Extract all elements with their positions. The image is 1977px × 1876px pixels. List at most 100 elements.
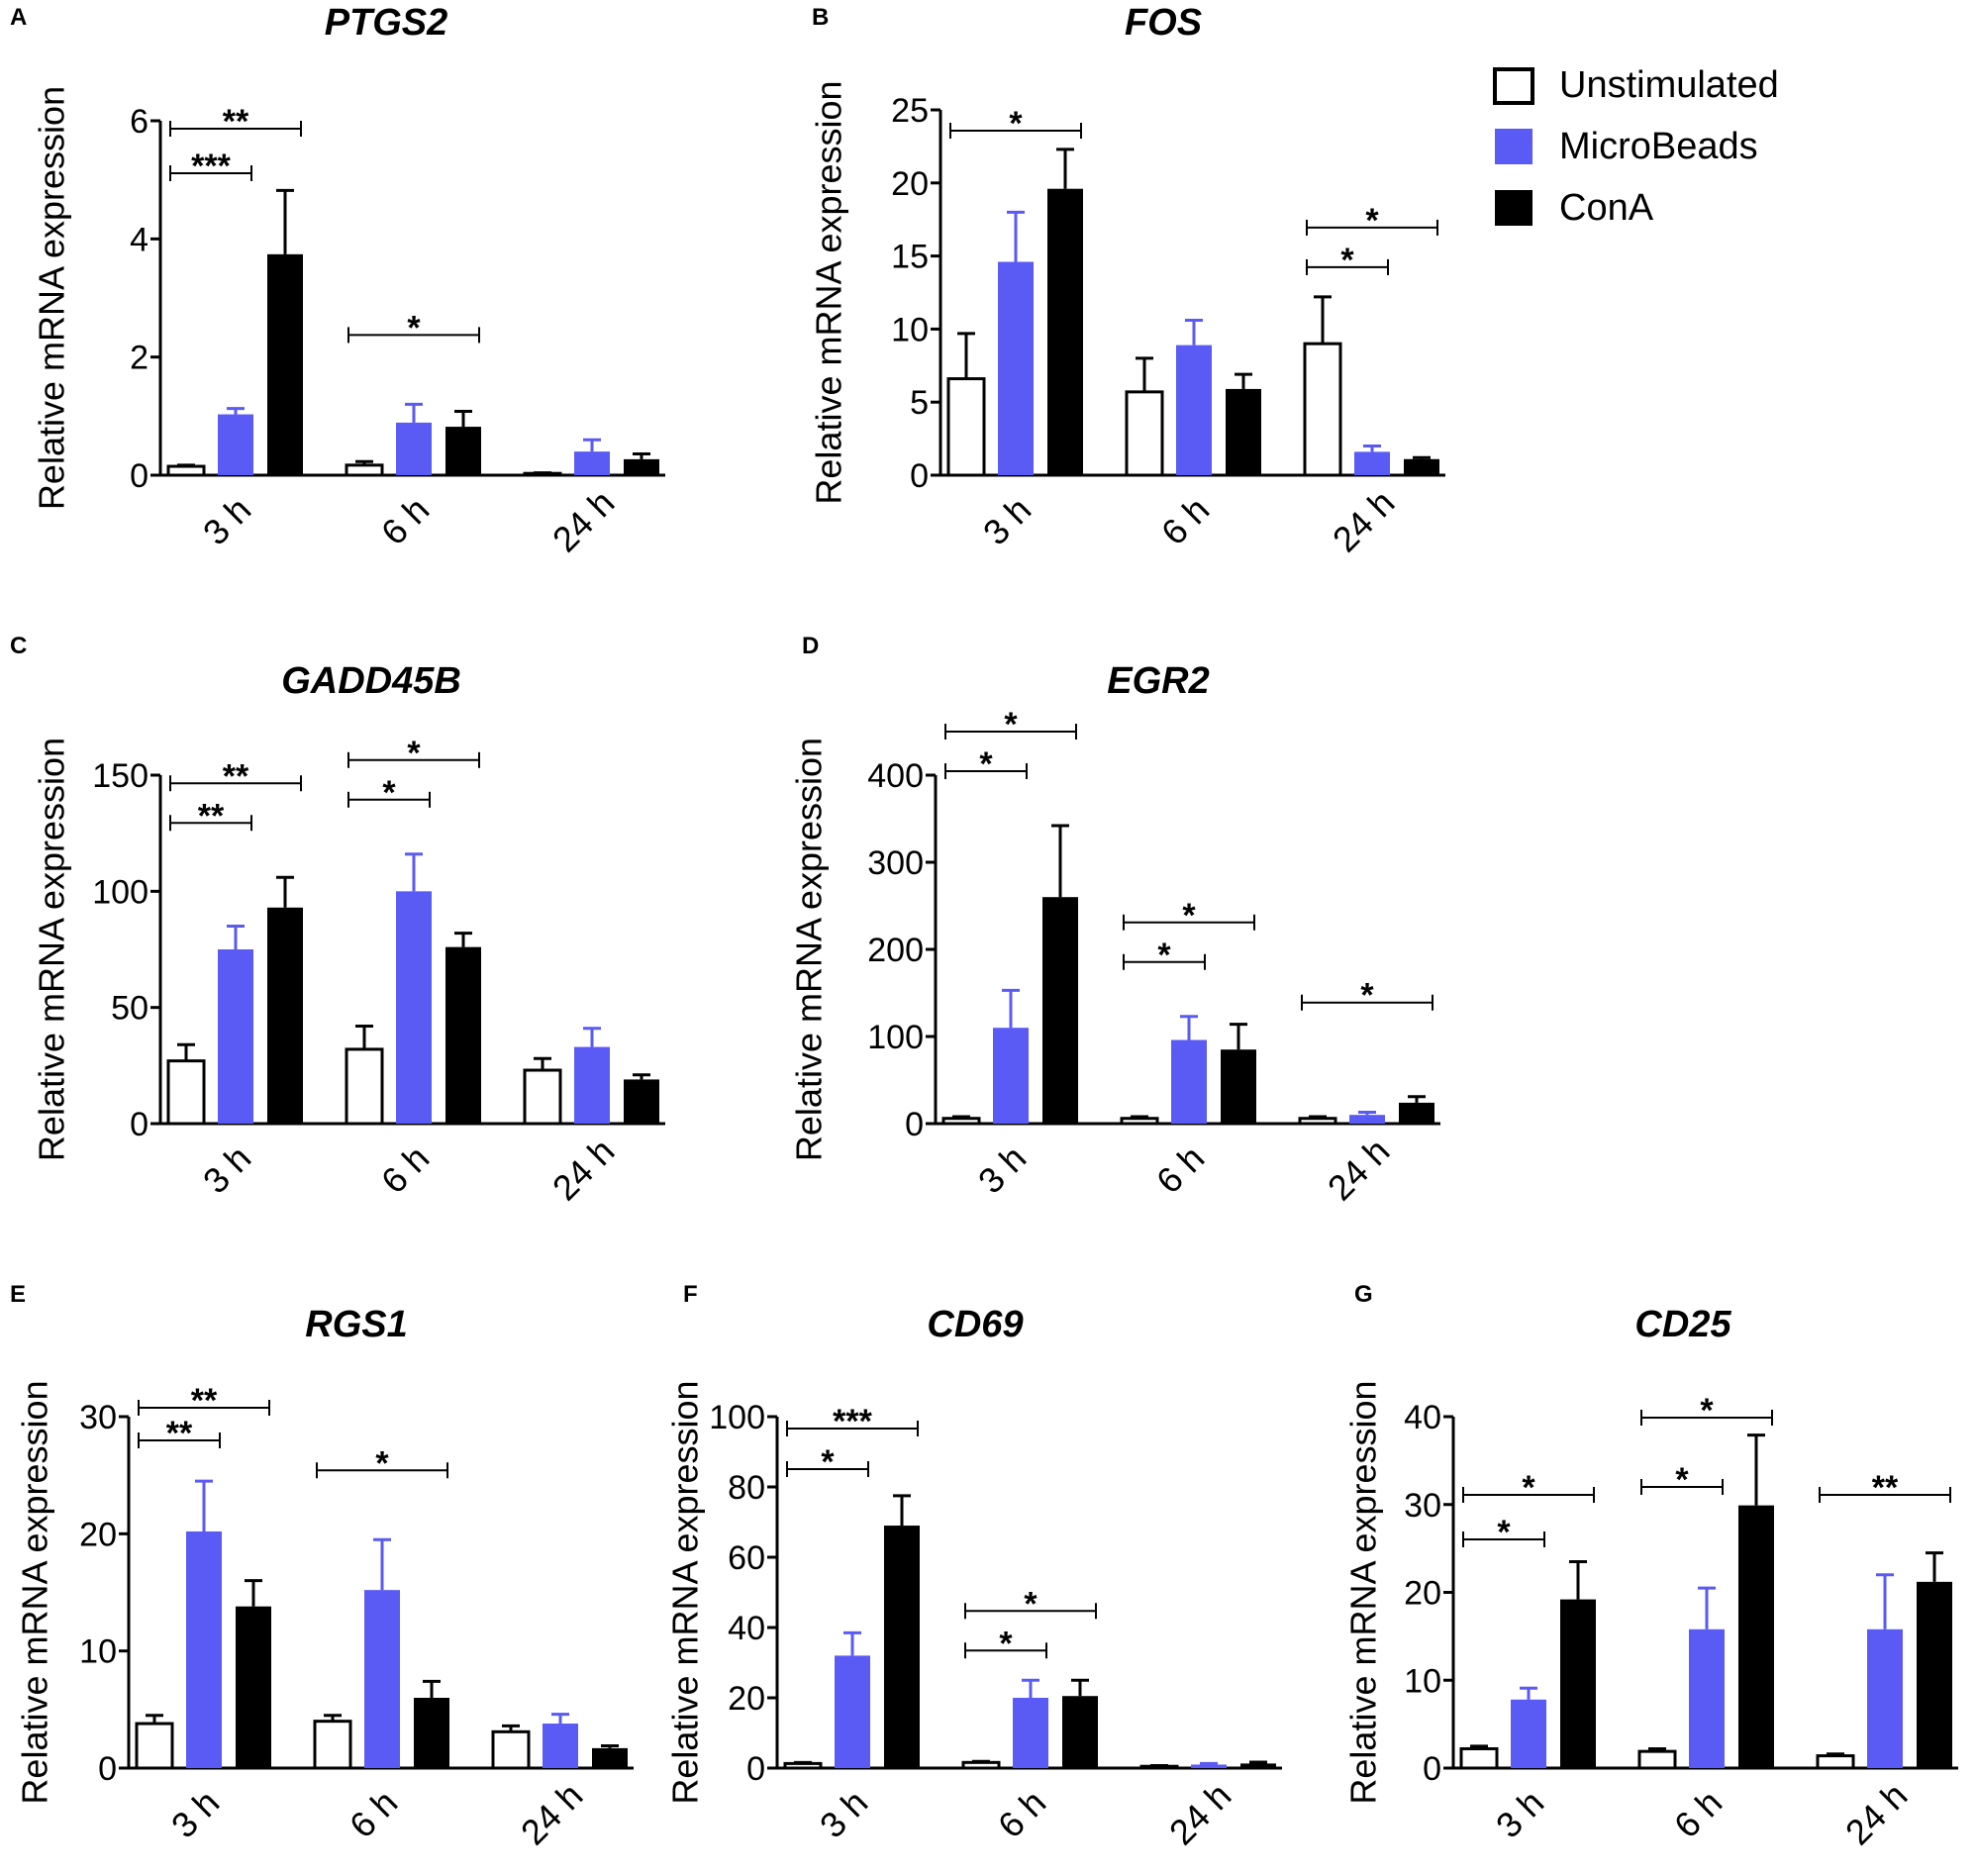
y-tick-label: 400: [867, 757, 924, 795]
significance-bracket: *: [316, 1444, 448, 1482]
significance-label: *: [1522, 1469, 1535, 1507]
bar-unstimulated-6h: [313, 1720, 352, 1770]
x-tick-label: 24 h: [1320, 1131, 1398, 1209]
significance-bracket: **: [169, 757, 302, 795]
significance-bracket: *: [1462, 1514, 1545, 1551]
panel-letter: D: [802, 633, 819, 659]
significance-bracket: **: [138, 1382, 270, 1420]
significance-bracket: **: [1819, 1469, 1951, 1507]
panel-c: C GADD45B Relative mRNA expression 0 50 100 15…: [10, 633, 665, 1208]
x-tick-label: 3 h: [1488, 1782, 1551, 1845]
bar-cona-24h: [1399, 1102, 1434, 1124]
significance-label: *: [821, 1443, 835, 1481]
bar-cona-3h: [884, 1526, 920, 1768]
x-tick-label: 24 h: [1837, 1775, 1916, 1853]
significance-bracket: *: [347, 735, 480, 772]
x-tick-label: 3 h: [195, 489, 258, 552]
significance-bracket: *: [347, 774, 431, 812]
legend-swatch-microbeads: [1495, 129, 1532, 164]
bar-microbeads-3h: [998, 261, 1034, 475]
y-axis-label: Relative mRNA expression: [32, 86, 72, 510]
significance-bracket: *: [944, 706, 1077, 743]
bar-cona-24h: [1240, 1763, 1276, 1768]
y-axis-label: Relative mRNA expression: [32, 738, 72, 1161]
bar-cona-6h: [1062, 1696, 1098, 1768]
significance-label: *: [999, 1625, 1013, 1662]
bar-microbeads-24h: [1349, 1115, 1385, 1124]
bar-microbeads-24h: [574, 1046, 610, 1124]
panel-a: A PTGS2 Relative mRNA expression 0 2 4 6 3 h 6 h…: [10, 2, 665, 559]
bar-unstimulated-6h: [961, 1760, 1001, 1770]
bar-microbeads-6h: [1013, 1698, 1048, 1768]
bar-microbeads-24h: [1354, 451, 1390, 475]
y-tick-label: 300: [867, 844, 924, 882]
y-tick-label: 4: [130, 221, 148, 258]
bar-cona-24h: [624, 458, 659, 475]
significance-label: *: [407, 309, 421, 346]
significance-bracket: *: [1306, 202, 1438, 240]
y-tick-label: 0: [905, 1106, 924, 1143]
bar-microbeads-6h: [396, 422, 432, 475]
significance-bracket: *: [1306, 242, 1389, 279]
significance-bracket: ***: [169, 148, 252, 185]
bar-microbeads-24h: [543, 1724, 578, 1768]
x-tick-label: 6 h: [342, 1782, 405, 1845]
bar-microbeads-3h: [186, 1530, 222, 1768]
x-tick-label: 3 h: [163, 1782, 227, 1845]
bar-microbeads-3h: [835, 1655, 870, 1768]
y-tick-label: 60: [728, 1539, 765, 1577]
significance-label: *: [1360, 977, 1374, 1015]
bar-cona-3h: [1042, 897, 1078, 1124]
bar-unstimulated-6h: [1125, 390, 1164, 477]
x-tick-label: 6 h: [990, 1782, 1053, 1845]
y-tick-label: 40: [1404, 1399, 1441, 1436]
y-axis-label: Relative mRNA expression: [1343, 1380, 1384, 1804]
y-tick-label: 15: [891, 239, 929, 276]
panel-b: B FOS Relative mRNA expression 0 5 10 15 20 25 3 …: [809, 2, 1445, 559]
legend-label-unstimulated: Unstimulated: [1559, 64, 1779, 106]
y-tick-label: 6: [130, 103, 148, 141]
bar-cona-24h: [624, 1079, 659, 1124]
significance-bracket: **: [169, 797, 252, 835]
significance-bracket: *: [949, 105, 1082, 143]
bar-cona-6h: [1226, 388, 1261, 475]
bar-unstimulated-3h: [166, 1059, 206, 1126]
significance-bracket: *: [347, 309, 480, 346]
bar-cona-6h: [445, 427, 481, 475]
panel-d: D EGR2 Relative mRNA expression 0 100 200 300 4…: [789, 633, 1440, 1208]
significance-label: *: [1157, 937, 1171, 974]
y-tick-label: 50: [111, 990, 148, 1028]
panel-letter: F: [683, 1281, 698, 1308]
bar-cona-6h: [414, 1698, 449, 1768]
chart-title: CD69: [927, 1304, 1023, 1345]
y-tick-label: 200: [867, 932, 924, 969]
bar-unstimulated-24h: [491, 1729, 531, 1770]
significance-label: *: [1497, 1514, 1511, 1551]
significance-label: **: [223, 757, 249, 795]
bar-cona-3h: [267, 907, 303, 1124]
x-tick-label: 6 h: [373, 489, 437, 552]
bar-cona-6h: [1221, 1049, 1256, 1124]
bar-cona-3h: [1047, 188, 1083, 476]
significance-bracket: *: [964, 1625, 1047, 1662]
bar-unstimulated-24h: [1303, 342, 1342, 477]
x-tick-label: 3 h: [195, 1137, 258, 1201]
significance-label: *: [1004, 706, 1018, 743]
panel-letter: C: [10, 633, 27, 659]
y-tick-label: 0: [1423, 1750, 1441, 1788]
significance-bracket: *: [1640, 1461, 1724, 1499]
chart-title: FOS: [1125, 2, 1202, 44]
significance-label: **: [191, 1382, 218, 1420]
panel-letter: B: [812, 4, 829, 31]
bar-unstimulated-24h: [1298, 1117, 1337, 1126]
significance-label: ***: [191, 148, 231, 185]
chart-title: CD25: [1634, 1304, 1731, 1345]
significance-bracket: ***: [786, 1403, 919, 1440]
bar-unstimulated-6h: [1637, 1749, 1677, 1770]
bar-unstimulated-3h: [166, 464, 206, 477]
x-tick-label: 6 h: [373, 1137, 437, 1201]
chart-title: GADD45B: [281, 660, 461, 702]
y-tick-label: 100: [709, 1399, 765, 1436]
bar-unstimulated-6h: [345, 463, 384, 477]
bar-microbeads-3h: [1511, 1699, 1546, 1768]
